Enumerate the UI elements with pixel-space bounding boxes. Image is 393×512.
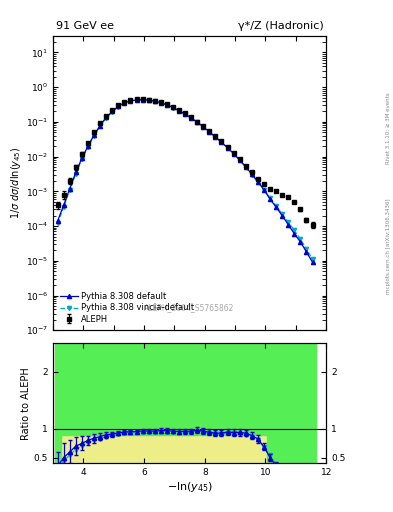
Pythia 8.308 default [146,97,151,103]
Y-axis label: Ratio to ALEPH: Ratio to ALEPH [21,367,31,440]
Pythia 8.308 vincia-default [104,115,108,121]
Pythia 8.308 default [116,103,121,110]
Pythia 8.308 vincia-default [231,151,236,157]
Pythia 8.308 default [189,115,193,121]
Pythia 8.308 default [86,143,90,149]
Pythia 8.308 default [255,179,260,185]
Pythia 8.308 vincia-default [110,109,115,115]
Pythia 8.308 default [280,212,285,219]
Pythia 8.308 vincia-default [304,246,309,252]
Pythia 8.308 vincia-default [274,203,279,209]
Pythia 8.308 vincia-default [262,187,266,193]
Pythia 8.308 vincia-default [92,133,96,139]
Pythia 8.308 default [79,155,84,161]
Pythia 8.308 default [152,98,157,104]
Pythia 8.308 default [262,187,266,193]
Pythia 8.308 default [134,97,139,103]
Pythia 8.308 vincia-default [183,111,187,117]
Pythia 8.308 vincia-default [310,257,315,263]
Pythia 8.308 default [92,132,96,138]
Y-axis label: $1/\sigma\;d\sigma/d\ln(y_{45})$: $1/\sigma\;d\sigma/d\ln(y_{45})$ [9,147,23,219]
Pythia 8.308 vincia-default [158,100,163,106]
Pythia 8.308 vincia-default [55,220,60,226]
Pythia 8.308 default [55,218,60,224]
Pythia 8.308 default [158,99,163,105]
Pythia 8.308 vincia-default [219,139,224,145]
Pythia 8.308 default [268,196,272,202]
Pythia 8.308 default [225,145,230,151]
Pythia 8.308 vincia-default [201,124,206,130]
Pythia 8.308 vincia-default [292,227,297,233]
Text: mcplots.cern.ch [arXiv:1306.3436]: mcplots.cern.ch [arXiv:1306.3436] [386,198,391,293]
Pythia 8.308 vincia-default [134,97,139,103]
Pythia 8.308 default [128,98,133,104]
Pythia 8.308 vincia-default [237,157,242,163]
Pythia 8.308 vincia-default [61,204,66,210]
Pythia 8.308 vincia-default [255,179,260,185]
Text: 91 GeV ee: 91 GeV ee [56,22,114,31]
Pythia 8.308 vincia-default [225,145,230,151]
Pythia 8.308 vincia-default [165,102,169,108]
Pythia 8.308 default [207,129,212,135]
Pythia 8.308 vincia-default [146,97,151,103]
Text: Rivet 3.1.10; ≥ 3M events: Rivet 3.1.10; ≥ 3M events [386,92,391,164]
Pythia 8.308 default [183,111,187,117]
Pythia 8.308 vincia-default [86,144,90,150]
Pythia 8.308 default [171,104,175,111]
Pythia 8.308 default [67,185,72,191]
Pythia 8.308 vincia-default [243,164,248,170]
Pythia 8.308 vincia-default [128,98,133,104]
Pythia 8.308 default [98,122,103,129]
Pythia 8.308 vincia-default [195,119,200,125]
Pythia 8.308 default [165,102,169,108]
Pythia 8.308 default [310,259,315,265]
Pythia 8.308 default [237,157,242,163]
Pythia 8.308 default [243,164,248,170]
Line: Pythia 8.308 vincia-default: Pythia 8.308 vincia-default [55,98,315,262]
Text: ALEPH_2004_S5765862: ALEPH_2004_S5765862 [145,304,235,312]
Pythia 8.308 default [213,134,218,140]
Pythia 8.308 default [250,171,254,177]
Pythia 8.308 default [176,108,181,114]
Pythia 8.308 default [219,139,224,145]
Pythia 8.308 vincia-default [213,134,218,140]
Pythia 8.308 vincia-default [280,211,285,217]
Pythia 8.308 vincia-default [152,98,157,104]
Pythia 8.308 vincia-default [298,236,303,242]
Pythia 8.308 vincia-default [116,103,121,110]
Pythia 8.308 vincia-default [79,156,84,162]
Pythia 8.308 default [73,169,78,176]
Pythia 8.308 vincia-default [207,129,212,135]
Pythia 8.308 default [298,239,303,245]
Pythia 8.308 vincia-default [73,170,78,177]
X-axis label: $-\ln(y_{45})$: $-\ln(y_{45})$ [167,480,213,494]
Pythia 8.308 default [292,231,297,237]
Pythia 8.308 vincia-default [122,100,127,106]
Text: γ*/Z (Hadronic): γ*/Z (Hadronic) [238,22,323,31]
Pythia 8.308 vincia-default [189,115,193,121]
Pythia 8.308 default [201,124,206,130]
Pythia 8.308 default [140,97,145,103]
Pythia 8.308 vincia-default [67,187,72,193]
Pythia 8.308 vincia-default [171,104,175,111]
Pythia 8.308 default [286,222,290,228]
Pythia 8.308 vincia-default [140,97,145,103]
Pythia 8.308 default [110,109,115,115]
Pythia 8.308 default [274,204,279,210]
Pythia 8.308 vincia-default [286,219,290,225]
Legend: Pythia 8.308 default, Pythia 8.308 vincia-default, ALEPH: Pythia 8.308 default, Pythia 8.308 vinci… [57,290,197,326]
Line: Pythia 8.308 default: Pythia 8.308 default [55,98,315,265]
Pythia 8.308 default [304,249,309,255]
Pythia 8.308 default [104,114,108,120]
Pythia 8.308 vincia-default [250,172,254,178]
Pythia 8.308 vincia-default [98,123,103,129]
Pythia 8.308 default [231,151,236,157]
Pythia 8.308 default [122,99,127,105]
Pythia 8.308 vincia-default [176,108,181,114]
Pythia 8.308 default [195,119,200,125]
Pythia 8.308 vincia-default [268,195,272,201]
Pythia 8.308 default [61,202,66,208]
